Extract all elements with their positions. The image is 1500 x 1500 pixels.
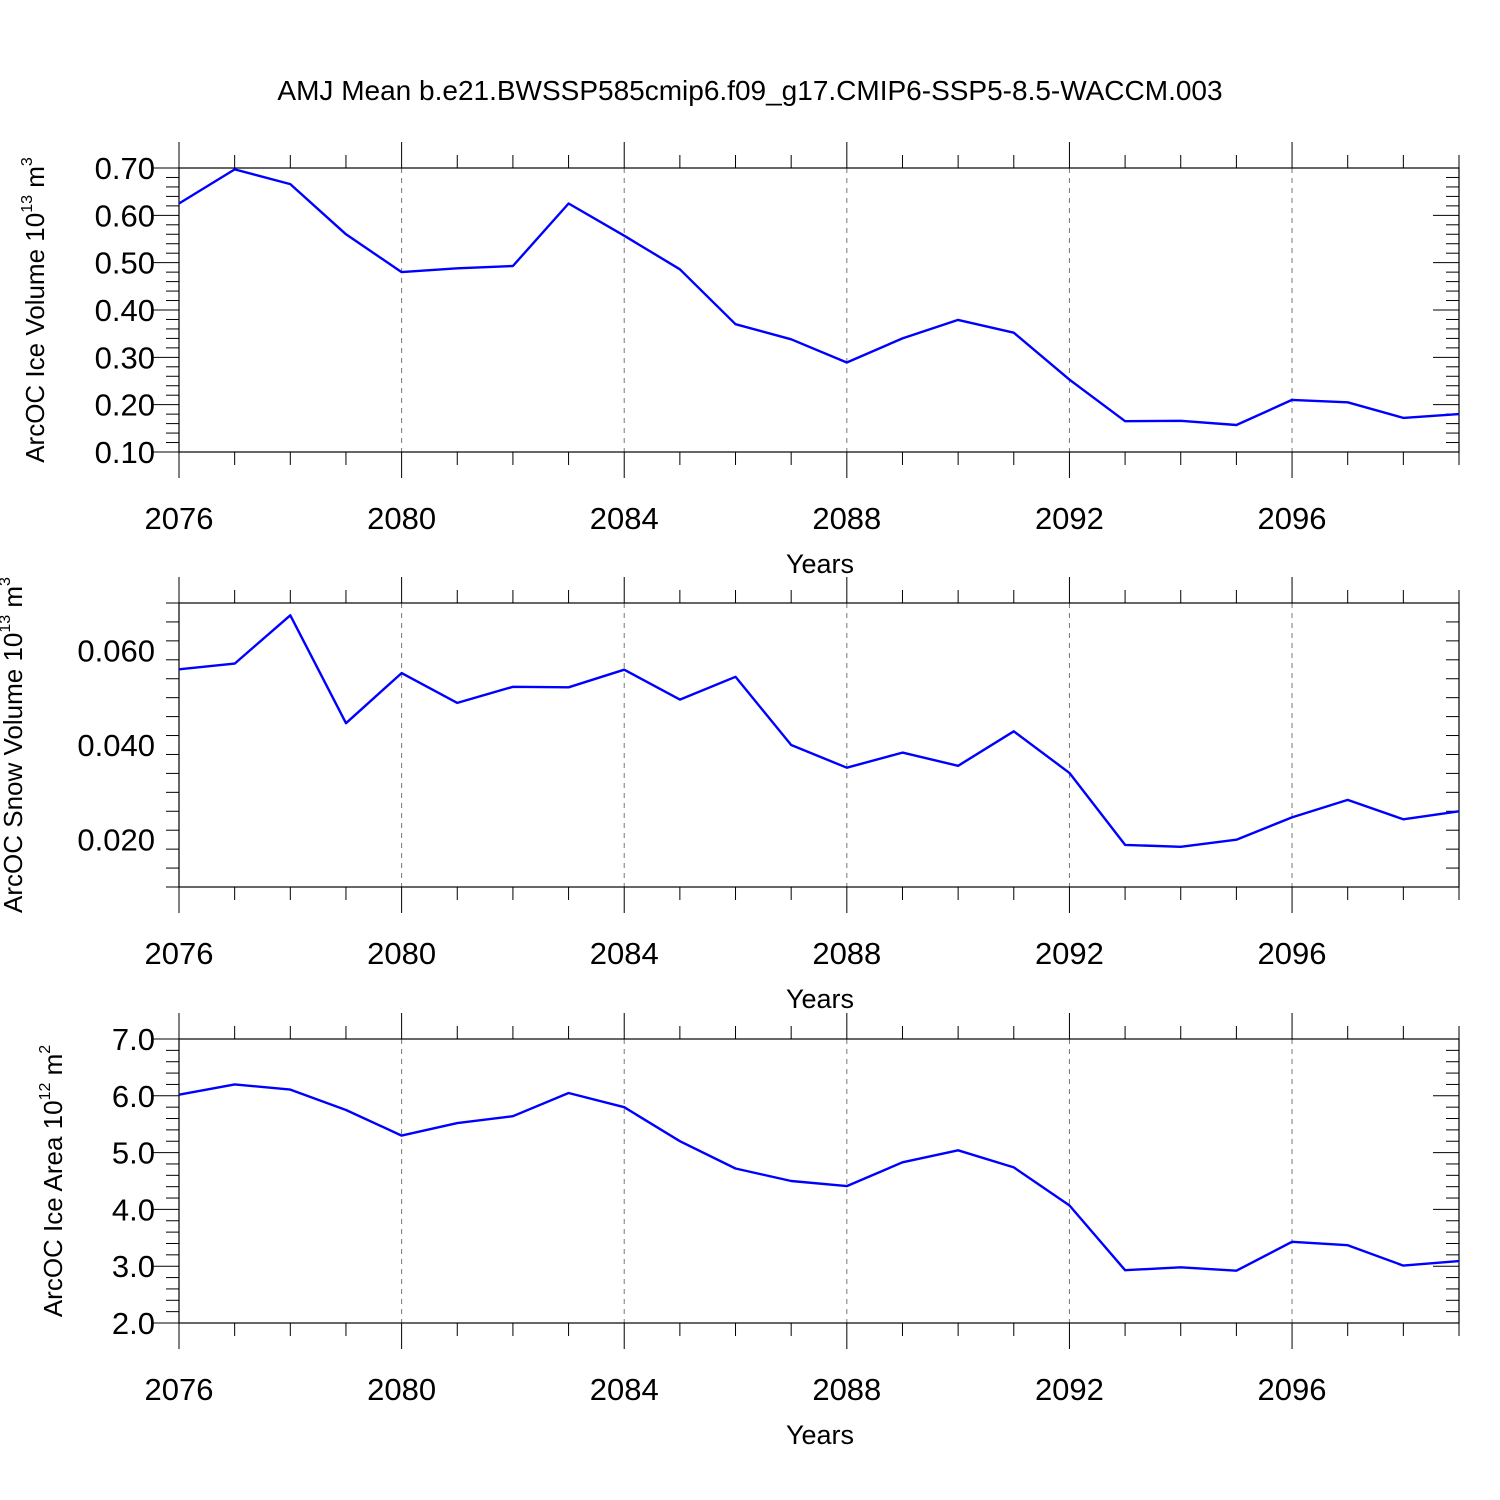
panel-ice-area: 2076 2080 2084 2088 2092 2096 Years 2.0 3.0 4.0 5.… xyxy=(37,1013,1460,1450)
y-axis-label-unit: m xyxy=(20,166,50,195)
x-tick-label: 2076 xyxy=(145,1372,214,1407)
x-tick-label: 2076 xyxy=(145,501,214,536)
x-tick-label: 2096 xyxy=(1258,1372,1327,1407)
y-tick-label: 0.020 xyxy=(77,823,155,858)
y-axis-label: ArcOC Snow Volume 1013 m3 xyxy=(0,577,28,913)
y-tick-label: 0.60 xyxy=(95,198,155,233)
y-axis-label: ArcOC Ice Area 1012 m2 xyxy=(37,1045,68,1317)
y-tick-label: 0.20 xyxy=(95,388,155,423)
y-tick-label: 2.0 xyxy=(112,1306,155,1341)
y-tick-label: 0.70 xyxy=(95,151,155,186)
data-line xyxy=(178,614,1460,848)
x-tick-label: 2084 xyxy=(590,1372,659,1407)
y-tick-label: 0.10 xyxy=(95,435,155,470)
x-tick-label: 2088 xyxy=(812,1372,881,1407)
x-tick-label: 2076 xyxy=(145,936,214,971)
y-axis-label-exponent: 13 xyxy=(0,615,14,633)
plot-frame xyxy=(178,602,1460,888)
data-line xyxy=(178,1083,1460,1272)
data-line xyxy=(178,168,1460,427)
x-tick-label: 2080 xyxy=(367,501,436,536)
panel-snow-volume: 2076 2080 2084 2088 2092 2096 Years 0.020 0.040 0… xyxy=(0,577,1460,1014)
x-tick-label: 2096 xyxy=(1258,501,1327,536)
y-axis-label-base: ArcOC Snow Volume 10 xyxy=(0,633,28,913)
panel-ice-volume: 2076 2080 2084 2088 2092 2096 Years 0.10 0.20 0.3… xyxy=(19,142,1460,579)
x-tick-label: 2092 xyxy=(1035,1372,1104,1407)
y-tick-label: 0.40 xyxy=(95,293,155,328)
x-tick-label: 2096 xyxy=(1258,936,1327,971)
x-tick-label: 2092 xyxy=(1035,936,1104,971)
x-tick-label: 2080 xyxy=(367,936,436,971)
y-tick-label: 3.0 xyxy=(112,1249,155,1284)
plot-frame xyxy=(178,1038,1460,1324)
x-axis-label: Years xyxy=(786,549,854,579)
y-axis-label-unit-exponent: 3 xyxy=(0,577,14,586)
x-tick-label: 2088 xyxy=(812,936,881,971)
y-tick-label: 7.0 xyxy=(112,1022,155,1057)
y-axis-label-base: ArcOC Ice Area 10 xyxy=(38,1100,68,1317)
y-tick-label: 6.0 xyxy=(112,1079,155,1114)
plot-frame xyxy=(178,167,1460,453)
y-tick-label: 0.060 xyxy=(77,633,155,668)
y-axis-label-unit-exponent: 3 xyxy=(19,157,36,166)
y-axis-label-exponent: 13 xyxy=(19,195,36,213)
x-axis-label: Years xyxy=(786,984,854,1014)
y-tick-label: 5.0 xyxy=(112,1136,155,1171)
y-axis-label: ArcOC Ice Volume 1013 m3 xyxy=(19,157,50,463)
y-axis-label-unit-exponent: 2 xyxy=(37,1045,54,1054)
x-tick-label: 2080 xyxy=(367,1372,436,1407)
y-tick-label: 4.0 xyxy=(112,1192,155,1227)
y-axis-label-base: ArcOC Ice Volume 10 xyxy=(20,213,50,463)
y-axis-label-exponent: 12 xyxy=(37,1083,54,1101)
x-tick-label: 2084 xyxy=(590,936,659,971)
x-tick-label: 2092 xyxy=(1035,501,1104,536)
y-tick-label: 0.30 xyxy=(95,340,155,375)
x-tick-label: 2084 xyxy=(590,501,659,536)
x-axis-label: Years xyxy=(786,1420,854,1450)
x-tick-label: 2088 xyxy=(812,501,881,536)
y-axis-label-unit: m xyxy=(38,1054,68,1083)
y-tick-label: 0.040 xyxy=(77,728,155,763)
y-axis-label-unit: m xyxy=(0,586,28,615)
y-tick-label: 0.50 xyxy=(95,246,155,281)
figure-title: AMJ Mean b.e21.BWSSP585cmip6.f09_g17.CMI… xyxy=(277,75,1222,106)
